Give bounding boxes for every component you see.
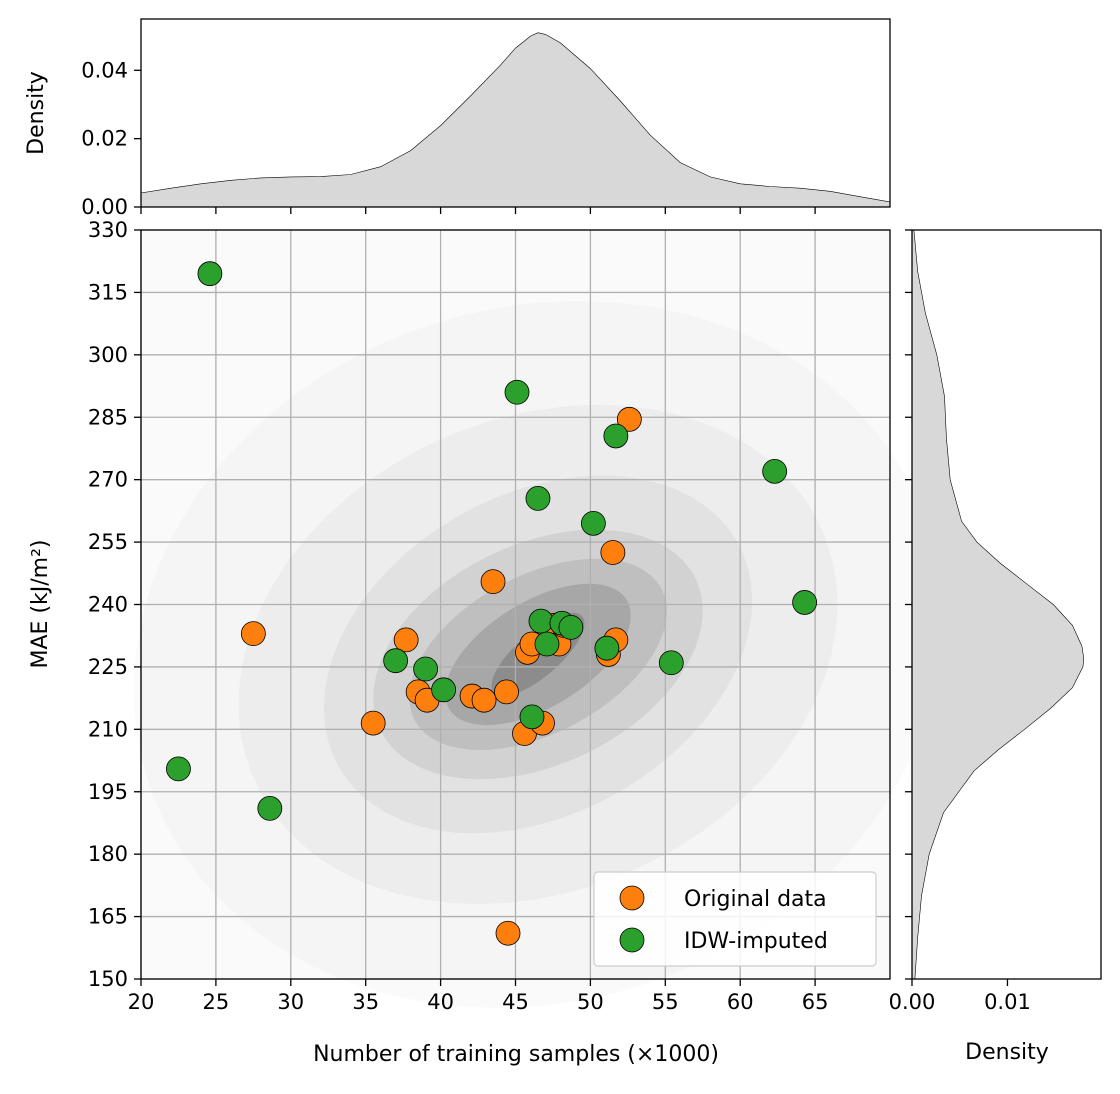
- y-tick-label: 315: [88, 280, 128, 304]
- right-x-tick-label: 0.00: [889, 990, 936, 1014]
- x-tick-label: 35: [352, 990, 379, 1014]
- point-original: [480, 569, 506, 595]
- legend: Original data IDW-imputed: [593, 871, 877, 967]
- point-idw: [197, 261, 223, 287]
- x-tick-label: 55: [652, 990, 679, 1014]
- point-idw: [603, 423, 629, 449]
- point-original: [360, 710, 386, 736]
- y-tick-label: 150: [88, 967, 128, 991]
- top-marginal-panel: 0.00 0.02 0.04 Density: [24, 18, 891, 219]
- x-tick-label: 50: [577, 990, 604, 1014]
- y-axis-label: MAE (kJ/m²): [28, 540, 53, 669]
- point-idw: [519, 704, 545, 730]
- point-idw: [525, 485, 551, 511]
- y-tick-label: 285: [88, 405, 128, 429]
- point-idw: [594, 635, 620, 661]
- x-tick-label: 30: [277, 990, 304, 1014]
- y-tick-label: 180: [88, 842, 128, 866]
- x-tick-label: 45: [502, 990, 529, 1014]
- main-x-ticks: 20 25 30 35 40 45 50 55 60 65: [128, 979, 829, 1014]
- x-tick-label: 65: [802, 990, 829, 1014]
- x-tick-label: 40: [427, 990, 454, 1014]
- y-tick-label: 225: [88, 655, 128, 679]
- point-original: [616, 406, 642, 432]
- point-idw: [792, 590, 818, 615]
- top-y-tick-label: 0.02: [81, 127, 128, 151]
- point-idw: [166, 756, 191, 782]
- point-original: [393, 627, 419, 653]
- y-tick-label: 240: [88, 593, 128, 617]
- x-tick-label: 60: [727, 990, 754, 1014]
- point-original: [600, 540, 626, 565]
- point-original: [471, 687, 497, 713]
- main-y-ticks: 150 165 180 195 210 225 240 255 270 285 300 315 330: [88, 218, 141, 991]
- point-idw: [658, 650, 684, 676]
- point-idw: [257, 795, 283, 821]
- top-kde-curve: [140, 32, 891, 208]
- right-kde-curve: [911, 229, 1085, 980]
- right-y-ticks: [905, 229, 912, 980]
- legend-marker-idw: [619, 927, 645, 953]
- right-marginal-panel: 0.00 0.01 Density: [889, 229, 1102, 1065]
- y-tick-label: 255: [88, 530, 128, 554]
- point-idw: [431, 677, 456, 703]
- point-original: [495, 920, 521, 946]
- point-idw: [762, 458, 788, 484]
- x-axis-label: Number of training samples (×1000): [313, 1042, 719, 1067]
- y-tick-label: 210: [88, 717, 128, 741]
- right-x-ticks: 0.00 0.01: [889, 979, 1031, 1014]
- top-y-axis-label: Density: [24, 71, 49, 155]
- point-idw: [383, 648, 409, 674]
- y-tick-label: 195: [88, 780, 128, 804]
- point-idw: [528, 608, 554, 634]
- point-original: [240, 621, 266, 647]
- right-x-tick-label: 0.01: [984, 990, 1031, 1014]
- x-tick-label: 25: [203, 990, 230, 1014]
- main-scatter-panel: 20 25 30 35 40 45 50 55 60 65 150 165 180 195 210 225 2…: [28, 218, 891, 1067]
- top-x-ticks: [140, 207, 816, 214]
- point-idw: [558, 614, 584, 640]
- x-tick-label: 20: [128, 990, 155, 1014]
- legend-label-idw: IDW-imputed: [684, 929, 828, 954]
- point-idw: [580, 510, 606, 536]
- legend-box: [593, 871, 877, 967]
- point-idw: [534, 631, 560, 657]
- point-original: [494, 679, 519, 705]
- legend-marker-original: [619, 885, 645, 911]
- top-y-tick-label: 0.00: [81, 195, 128, 219]
- y-tick-label: 270: [88, 468, 128, 492]
- legend-label-original: Original data: [684, 887, 827, 912]
- top-y-ticks: 0.00 0.02 0.04: [81, 58, 141, 219]
- right-x-axis-label: Density: [965, 1040, 1049, 1065]
- top-y-tick-label: 0.04: [81, 58, 128, 82]
- scatter-points: [166, 261, 818, 946]
- y-tick-label: 330: [88, 218, 128, 242]
- point-idw: [413, 656, 439, 682]
- y-tick-label: 300: [88, 343, 128, 367]
- y-tick-label: 165: [88, 905, 128, 929]
- point-idw: [504, 379, 530, 405]
